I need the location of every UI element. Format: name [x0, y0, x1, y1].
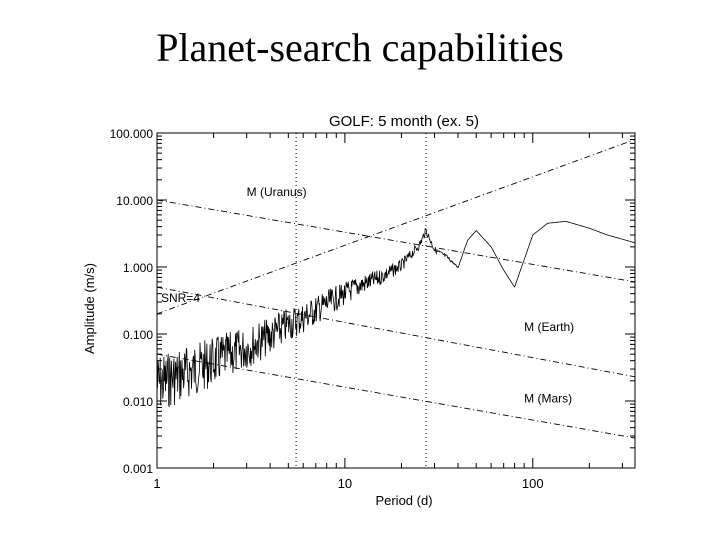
- amplitude-spectrum-line: [157, 220, 635, 407]
- series-line-3: [157, 286, 635, 378]
- y-tick-label: 100.000: [110, 127, 154, 141]
- x-tick-label: 1: [153, 476, 160, 491]
- series-label-snr-4: SNR=4: [161, 291, 200, 305]
- series-label-m-uranus: M (Uranus): [247, 185, 307, 199]
- x-axis-label: Period (d): [375, 493, 432, 508]
- series-line-4: [157, 353, 635, 439]
- y-tick-label: 0.001: [123, 462, 153, 476]
- chart-title: GOLF: 5 month (ex. 5): [329, 113, 479, 130]
- x-tick-label: 10: [338, 476, 352, 491]
- slide-title: Planet-search capabilities: [156, 25, 564, 70]
- series-label-m-earth: M (Earth): [524, 320, 574, 334]
- plot-frame: [156, 132, 636, 469]
- y-tick-label: 0.010: [123, 395, 153, 409]
- x-tick-label: 100: [522, 476, 544, 491]
- y-axis-label: Amplitude (m/s): [82, 263, 97, 354]
- y-tick-label: 1.000: [123, 261, 153, 275]
- y-tick-label: 0.100: [123, 328, 153, 342]
- y-tick-label: 10.000: [116, 194, 153, 208]
- series-line-1: [157, 139, 635, 315]
- series-line-2: [157, 199, 635, 283]
- series-label-m-mars: M (Mars): [524, 391, 572, 405]
